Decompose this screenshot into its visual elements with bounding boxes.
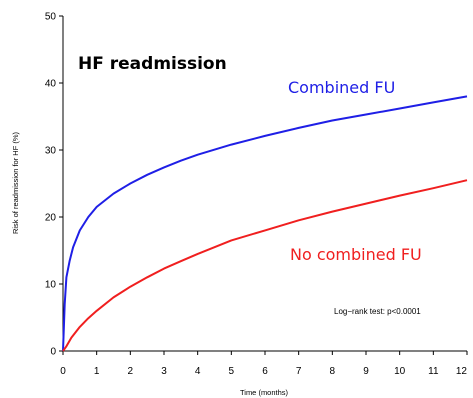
x-tick-label: 10 xyxy=(394,366,406,377)
x-tick-label: 4 xyxy=(195,366,201,377)
x-tick-label: 1 xyxy=(94,366,100,377)
y-tick-label: 0 xyxy=(50,347,56,358)
series-line-no-combined-fu xyxy=(62,179,468,352)
x-tick-label: 7 xyxy=(296,366,302,377)
chart-title: HF readmission xyxy=(78,54,227,74)
y-tick-label: 20 xyxy=(45,213,57,224)
series-label-no-combined: No combined FU xyxy=(290,245,422,264)
series-lines xyxy=(62,95,468,352)
x-tick-label: 9 xyxy=(363,366,369,377)
y-tick-label: 30 xyxy=(45,146,57,157)
log-rank-annotation: Log−rank test: p<0.0001 xyxy=(334,307,421,316)
x-tick-label: 6 xyxy=(262,366,268,377)
x-tick-label: 11 xyxy=(428,366,439,377)
x-tick-label: 0 xyxy=(60,366,66,377)
x-ticks: 0 1 2 3 4 5 6 7 8 9 10 11 12 xyxy=(60,351,468,377)
x-tick-label: 5 xyxy=(229,366,235,377)
x-tick-label: 2 xyxy=(128,366,134,377)
y-ticks: 0 10 20 30 40 50 xyxy=(45,12,63,358)
y-tick-label: 40 xyxy=(45,79,57,90)
y-tick-label: 50 xyxy=(45,12,57,23)
x-axis-title: Time (months) xyxy=(240,388,289,397)
x-tick-label: 8 xyxy=(330,366,336,377)
series-line-combined-fu xyxy=(62,95,468,352)
y-tick-label: 10 xyxy=(45,280,57,291)
x-tick-label: 3 xyxy=(161,366,167,377)
x-tick-label: 12 xyxy=(456,366,468,377)
series-label-combined: Combined FU xyxy=(288,78,395,97)
y-axis-title: Risk of readmission for HF (%) xyxy=(11,131,20,234)
